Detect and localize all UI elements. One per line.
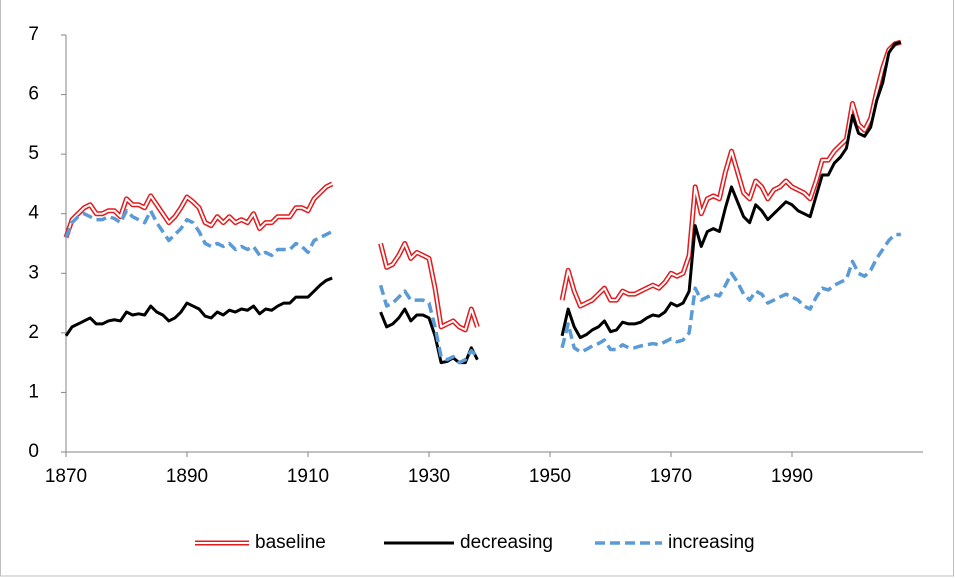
series-line (63, 39, 902, 333)
x-tick-label: 1890 (166, 466, 208, 487)
x-tick-label: 1970 (650, 466, 692, 487)
x-tick-label: 1870 (45, 466, 87, 487)
y-tick-label: 1 (28, 381, 39, 402)
legend: baseline decreasing increasing (195, 532, 755, 553)
y-tick-label: 4 (28, 203, 39, 224)
y-tick-label: 3 (28, 262, 39, 283)
x-tick-label: 1990 (771, 466, 813, 487)
y-tick-label: 0 (28, 441, 39, 462)
legend-label: increasing (668, 532, 755, 553)
legend-label: decreasing (460, 532, 553, 553)
series-line-inner (65, 41, 902, 331)
legend-label: baseline (255, 532, 326, 553)
y-tick-label: 6 (28, 84, 39, 105)
y-tick-label: 7 (28, 24, 39, 45)
y-tick-label: 2 (28, 322, 39, 343)
x-tick-label: 1950 (529, 466, 571, 487)
x-tick-label: 1910 (287, 466, 329, 487)
y-tick-label: 5 (28, 143, 39, 164)
series-line (64, 208, 901, 365)
x-tick-label: 1930 (408, 466, 450, 487)
